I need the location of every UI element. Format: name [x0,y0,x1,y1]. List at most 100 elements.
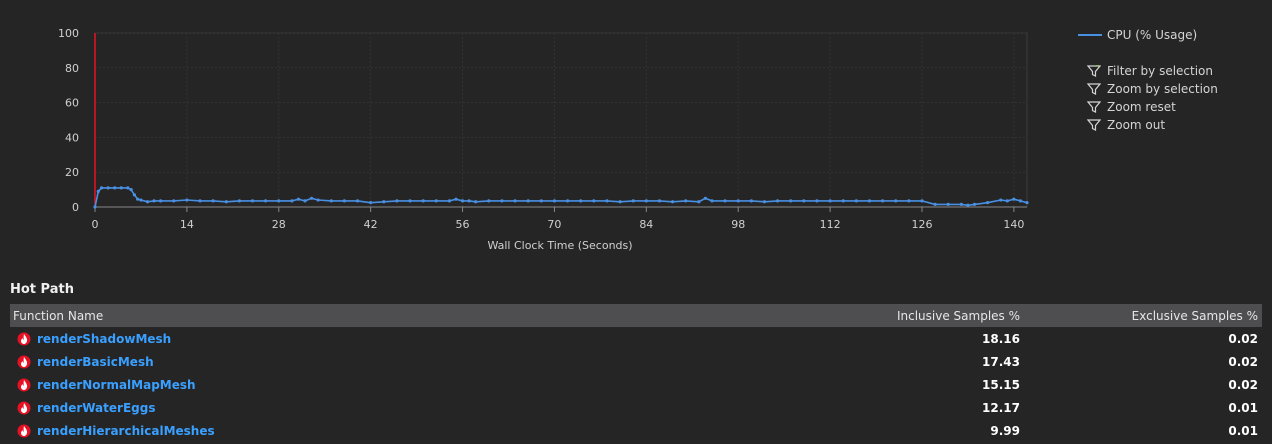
cpu-usage-point [972,202,977,206]
filter-by-selection-action[interactable]: Filter by selection [1087,62,1218,80]
cpu-usage-line [94,187,1028,208]
function-link[interactable]: renderBasicMesh [37,354,154,369]
cpu-usage-point [152,199,156,203]
table-row[interactable]: renderWaterEggs 12.17 0.01 [10,396,1262,419]
legend-entry-cpu[interactable]: CPU (% Usage) [1078,26,1197,44]
column-header-exclusive[interactable]: Exclusive Samples % [1131,308,1258,323]
table-row[interactable]: renderShadowMesh 18.16 0.02 [10,327,1262,350]
legend-label: CPU (% Usage) [1107,28,1198,42]
chart-legend: CPU (% Usage) [1078,26,1197,44]
x-tick-label: 84 [639,218,653,231]
cpu-usage-point [592,199,596,203]
y-tick-label: 40 [65,131,79,144]
cpu-usage-point [684,199,688,203]
cpu-usage-chart[interactable]: 0 20 40 60 80 100 0 14 28 42 56 70 84 98 112 126 140 Wal… [0,0,1060,265]
filter-icon [1087,119,1101,131]
cpu-usage-point [250,199,255,203]
cpu-usage-point [966,203,970,207]
action-label: Zoom reset [1107,100,1176,114]
x-tick-label: 140 [1003,218,1024,231]
cpu-usage-point [139,198,143,202]
zoom-out-action[interactable]: Zoom out [1087,116,1218,134]
cpu-usage-point [959,202,963,206]
chart-axes: 0 20 40 60 80 100 0 14 28 42 56 70 84 98 112 126 140 [58,27,1027,231]
cpu-usage-point [460,199,465,203]
hot-path-flame-icon [17,355,31,368]
cpu-usage-point [513,199,517,203]
column-header-function-name[interactable]: Function Name [13,308,104,323]
x-tick-label: 28 [272,218,286,231]
cpu-usage-point [894,199,898,203]
hot-path-flame-icon [17,332,31,345]
cpu-usage-point [132,193,136,197]
cpu-usage-point [1025,201,1029,205]
cpu-usage-point [277,199,281,203]
cpu-usage-point [815,199,819,203]
inclusive-samples-cell: 15.15 [982,377,1020,392]
cpu-usage-point [198,199,202,203]
cpu-usage-point [329,199,333,203]
cpu-usage-point [854,199,858,203]
y-tick-label: 100 [58,27,79,40]
inclusive-samples-cell: 18.16 [982,331,1020,346]
cpu-usage-point [264,199,268,203]
cpu-usage-point [126,186,130,190]
function-link[interactable]: renderHierarchicalMeshes [37,423,215,438]
table-row[interactable]: renderHierarchicalMeshes 9.99 0.01 [10,419,1262,442]
function-name-cell: renderShadowMesh [10,332,720,346]
cpu-usage-point [129,188,133,192]
hot-path-table: Function Name Inclusive Samples % Exclus… [10,304,1262,442]
inclusive-samples-cell: 12.17 [982,400,1020,415]
cpu-usage-point [408,199,412,203]
y-tick-label: 0 [72,201,79,214]
inclusive-samples-cell: 17.43 [982,354,1020,369]
cpu-usage-point [172,199,176,203]
exclusive-samples-cell: 0.02 [1228,354,1258,369]
cpu-usage-point [920,199,924,203]
cpu-usage-point [1012,197,1016,201]
cpu-usage-point [355,199,360,203]
cpu-usage-point [579,199,583,203]
inclusive-samples-cell: 9.99 [990,423,1020,438]
cpu-usage-point [710,199,714,203]
cpu-usage-point [136,197,140,201]
plot-area [94,32,1028,208]
cpu-usage-point [723,199,727,203]
cpu-usage-point [290,199,294,203]
cpu-usage-point [1018,199,1023,203]
y-tick-label: 80 [65,62,79,75]
cpu-usage-point [828,199,832,203]
cpu-usage-point [99,186,104,190]
zoom-reset-action[interactable]: Zoom reset [1087,98,1218,116]
cpu-usage-point [467,199,471,203]
function-link[interactable]: renderShadowMesh [37,331,172,346]
cpu-usage-point [999,198,1003,202]
chart-series [93,33,1029,209]
cpu-usage-point [605,199,609,203]
filter-icon [1087,83,1101,95]
cpu-usage-point [395,199,399,203]
function-link[interactable]: renderNormalMapMesh [37,377,196,392]
cpu-usage-point [421,199,425,203]
cpu-usage-point [237,199,241,203]
cpu-usage-point [309,196,314,200]
column-header-inclusive[interactable]: Inclusive Samples % [896,308,1020,323]
zoom-by-selection-action[interactable]: Zoom by selection [1087,80,1218,98]
x-tick-label: 56 [456,218,470,231]
cpu-usage-point [487,199,491,203]
table-row[interactable]: renderBasicMesh 17.43 0.02 [10,350,1262,373]
function-link[interactable]: renderWaterEggs [37,400,156,415]
table-row[interactable]: renderNormalMapMesh 15.15 0.02 [10,373,1262,396]
cpu-usage-point [296,197,301,201]
cpu-usage-point [145,200,150,204]
exclusive-samples-cell: 0.02 [1228,377,1258,392]
cpu-usage-point [96,189,100,193]
cpu-usage-point [762,200,767,204]
cpu-usage-point [474,200,478,204]
x-tick-label: 14 [180,218,194,231]
filter-icon [1087,65,1101,77]
table-header: Function Name Inclusive Samples % Exclus… [10,304,1262,327]
cpu-usage-point [500,199,504,203]
y-tick-label: 20 [65,166,79,179]
cpu-usage-point [881,199,885,203]
